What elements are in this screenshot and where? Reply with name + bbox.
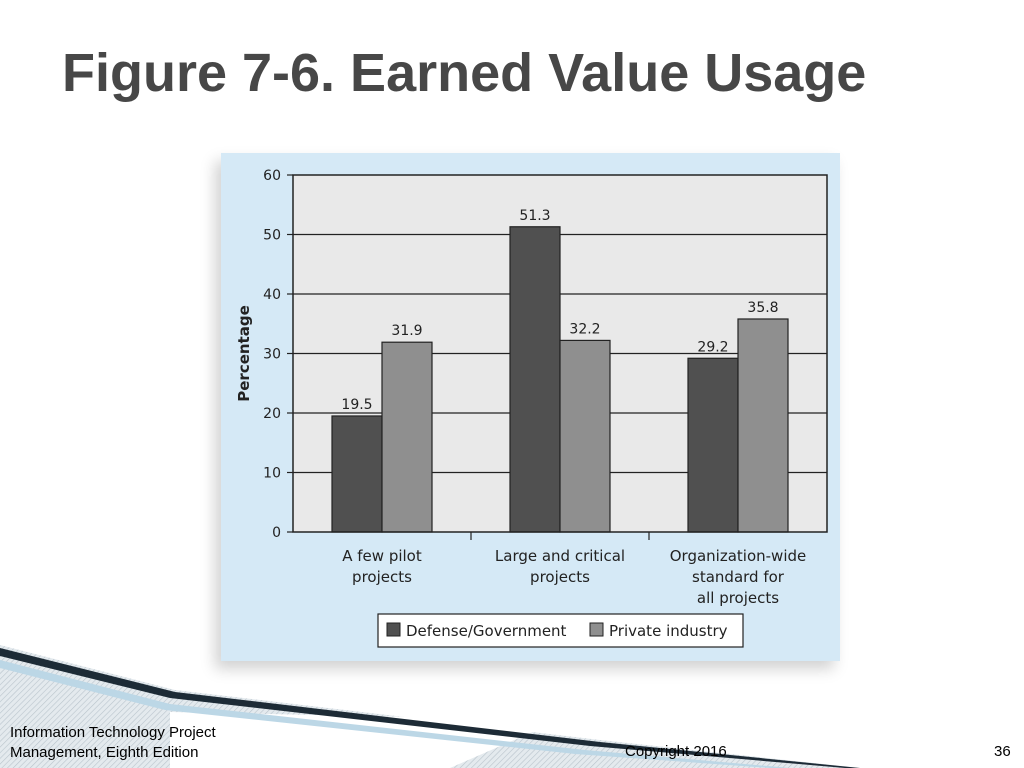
y-tick-label: 30: [263, 347, 281, 363]
bar-defense-government: [687, 357, 739, 533]
x-tick-label: projects: [352, 568, 412, 586]
footer-copyright: Copyright 2016: [625, 743, 727, 760]
bar-chart: 0 10 20 30 40 50 60 19.5 31.9 A few pilot projects…: [235, 168, 828, 648]
bar-private-industry: [737, 318, 789, 533]
footer-source: Information Technology Project Managemen…: [10, 723, 216, 763]
x-tick-label: Organization-wide: [670, 547, 807, 565]
data-label: 31.9: [391, 323, 422, 339]
legend-swatch: [589, 622, 604, 637]
bar-private-industry: [381, 341, 433, 533]
page-number: 36: [994, 743, 1011, 760]
bar-private-industry: [559, 339, 611, 533]
legend-label: Private industry: [609, 622, 728, 640]
y-tick-label: 20: [263, 406, 281, 422]
y-tick-label: 0: [272, 525, 281, 541]
y-tick-label: 50: [263, 228, 281, 244]
y-tick-label: 10: [263, 466, 281, 482]
plot-frame: [292, 174, 828, 533]
x-tick-label: all projects: [697, 589, 779, 607]
legend-swatch: [386, 622, 401, 637]
data-label: 29.2: [697, 339, 728, 355]
data-label: 51.3: [519, 208, 550, 224]
footer-source-line2: Management, Eighth Edition: [10, 744, 199, 761]
legend-box: [377, 613, 744, 648]
slide-title: Figure 7-6. Earned Value Usage: [62, 43, 867, 103]
data-label: 32.2: [569, 321, 600, 337]
data-label: 35.8: [747, 300, 778, 316]
y-tick-label: 40: [263, 287, 281, 303]
y-tick-label: 60: [263, 168, 281, 184]
x-tick-label: Large and critical: [495, 547, 625, 565]
x-tick-label: standard for: [692, 568, 785, 586]
y-axis-title: Percentage: [235, 305, 253, 402]
x-tick-label: A few pilot: [342, 547, 422, 565]
chart-panel: 0 10 20 30 40 50 60 19.5 31.9 A few pilot projects…: [221, 153, 840, 661]
footer-source-line1: Information Technology Project: [10, 724, 216, 741]
bar-defense-government: [509, 226, 561, 533]
x-tick-label: projects: [530, 568, 590, 586]
data-label: 19.5: [341, 397, 372, 413]
legend-label: Defense/Government: [406, 622, 567, 640]
